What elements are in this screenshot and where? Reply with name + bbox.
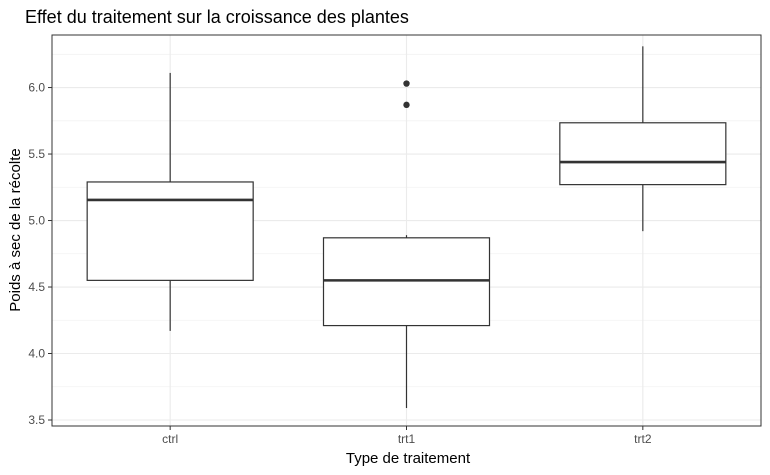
x-tick-label: trt1 — [398, 432, 416, 446]
box-trt1 — [322, 80, 491, 409]
box-iqr — [86, 181, 254, 281]
x-tick-label: trt2 — [634, 432, 652, 446]
y-tick-label: 4.0 — [28, 347, 45, 361]
y-tick-label: 3.5 — [28, 413, 45, 427]
x-tick-label: ctrl — [162, 432, 178, 446]
boxes — [86, 46, 727, 409]
x-axis-title: Type de traitement — [346, 450, 471, 467]
y-axis: 3.5 4.0 4.5 5.0 5.5 6.0 — [28, 81, 52, 427]
box-iqr — [322, 237, 491, 327]
outlier-point — [403, 80, 410, 87]
outlier-point — [403, 101, 410, 109]
y-tick-label: 5.0 — [28, 214, 45, 228]
x-axis: ctrl trt1 trt2 — [162, 426, 652, 446]
y-tick-label: 5.5 — [28, 147, 45, 161]
y-tick-label: 4.5 — [28, 280, 45, 294]
chart-title: Effet du traitement sur la croissance de… — [25, 7, 409, 27]
box-iqr — [559, 122, 727, 186]
y-axis-title: Poids à sec de la récolte — [7, 148, 24, 311]
box-ctrl — [86, 72, 254, 331]
box-trt2 — [559, 46, 727, 232]
y-tick-label: 6.0 — [28, 81, 45, 95]
